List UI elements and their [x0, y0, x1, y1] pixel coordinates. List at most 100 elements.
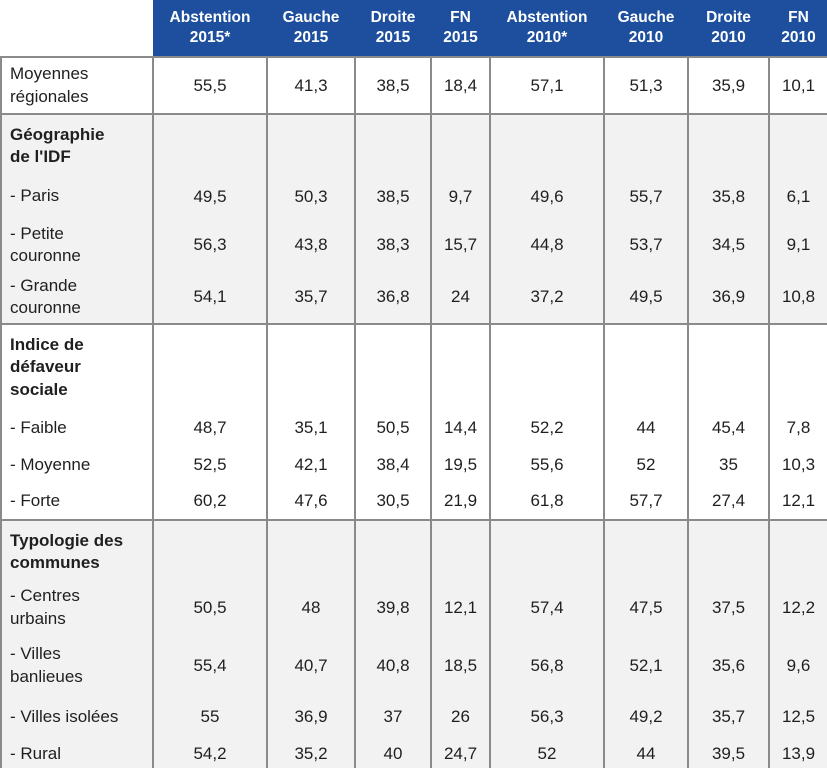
value-cell: 52: [489, 738, 604, 768]
section-title-row: Indice de défaveur sociale: [0, 323, 827, 410]
section-title: Géographie de l'IDF: [0, 113, 153, 174]
table-section: Typologie des communes - Centres urbains 5…: [0, 519, 827, 768]
value-cell: 45,4: [687, 409, 769, 447]
table-row: - Rural 54,2 35,2 40 24,7 52 44 39,5 13,9: [0, 738, 827, 768]
value-cell: 44: [603, 409, 688, 447]
value-cell: 50,5: [354, 409, 431, 447]
value-cell: 35: [687, 446, 769, 484]
value-cell: 40,7: [266, 636, 355, 695]
table-row: - Grande couronne 54,1 35,7 36,8 24 37,2 49,5 3…: [0, 271, 827, 325]
value-cell: 7,8: [768, 409, 827, 447]
value-cell: 47,5: [603, 578, 688, 637]
empty-cell: [266, 323, 355, 410]
value-cell: 10,3: [768, 446, 827, 484]
column-header: Abstention 2015*: [153, 0, 267, 57]
section-title: Typologie des communes: [0, 519, 153, 579]
empty-cell: [603, 113, 688, 174]
empty-cell: [489, 519, 604, 579]
header-row: Abstention 2015* Gauche 2015 Droite 2015 FN…: [1, 0, 827, 57]
value-cell: 51,3: [603, 56, 688, 114]
value-cell: 9,6: [768, 636, 827, 695]
value-cell: 36,9: [266, 694, 355, 739]
empty-cell: [430, 113, 490, 174]
value-cell: 9,7: [430, 174, 490, 219]
value-cell: 60,2: [152, 483, 267, 521]
column-header: FN 2010: [769, 0, 827, 57]
value-cell: 55,4: [152, 636, 267, 695]
empty-cell: [152, 323, 267, 410]
value-cell: 55,7: [603, 174, 688, 219]
value-cell: 44: [603, 738, 688, 768]
value-cell: 57,4: [489, 578, 604, 637]
value-cell: 35,7: [266, 271, 355, 325]
empty-cell: [687, 323, 769, 410]
empty-cell: [768, 323, 827, 410]
value-cell: 27,4: [687, 483, 769, 521]
value-cell: 19,5: [430, 446, 490, 484]
value-cell: 55: [152, 694, 267, 739]
table-row: - Moyenne 52,5 42,1 38,4 19,5 55,6 52 35 10,3: [0, 446, 827, 484]
value-cell: 38,3: [354, 219, 431, 272]
value-cell: 38,5: [354, 174, 431, 219]
table-corner-cell: [1, 0, 153, 57]
value-cell: 57,1: [489, 56, 604, 114]
empty-cell: [152, 519, 267, 579]
empty-cell: [354, 323, 431, 410]
empty-cell: [354, 113, 431, 174]
value-cell: 36,8: [354, 271, 431, 325]
value-cell: 38,5: [354, 56, 431, 114]
value-cell: 40,8: [354, 636, 431, 695]
value-cell: 54,2: [152, 738, 267, 768]
row-label: - Paris: [0, 174, 153, 219]
empty-cell: [603, 519, 688, 579]
value-cell: 52: [603, 446, 688, 484]
row-label: - Villes banlieues: [0, 636, 153, 695]
value-cell: 10,8: [768, 271, 827, 325]
row-label: - Moyenne: [0, 446, 153, 484]
value-cell: 52,5: [152, 446, 267, 484]
empty-cell: [768, 519, 827, 579]
value-cell: 61,8: [489, 483, 604, 521]
value-cell: 52,2: [489, 409, 604, 447]
value-cell: 35,7: [687, 694, 769, 739]
value-cell: 36,9: [687, 271, 769, 325]
empty-cell: [489, 323, 604, 410]
empty-cell: [430, 323, 490, 410]
value-cell: 35,8: [687, 174, 769, 219]
table-row: - Paris 49,5 50,3 38,5 9,7 49,6 55,7 35,8 6,1: [0, 174, 827, 219]
row-label: - Centres urbains: [0, 578, 153, 637]
empty-cell: [266, 519, 355, 579]
value-cell: 50,3: [266, 174, 355, 219]
row-label: - Petite couronne: [0, 219, 153, 272]
table-row: - Villes banlieues 55,4 40,7 40,8 18,5 56,8 52…: [0, 636, 827, 695]
value-cell: 39,8: [354, 578, 431, 637]
value-cell: 35,1: [266, 409, 355, 447]
table-row: - Centres urbains 50,5 48 39,8 12,1 57,4 47,5 3…: [0, 578, 827, 637]
empty-cell: [266, 113, 355, 174]
value-cell: 24,7: [430, 738, 490, 768]
value-cell: 10,1: [768, 56, 827, 114]
value-cell: 53,7: [603, 219, 688, 272]
table-row: - Forte 60,2 47,6 30,5 21,9 61,8 57,7 27,4 12,1: [0, 483, 827, 521]
value-cell: 37,2: [489, 271, 604, 325]
column-header: Gauche 2010: [604, 0, 688, 57]
value-cell: 49,5: [152, 174, 267, 219]
value-cell: 49,6: [489, 174, 604, 219]
value-cell: 55,6: [489, 446, 604, 484]
column-header: Abstention 2010*: [490, 0, 604, 57]
column-header: FN 2015: [431, 0, 490, 57]
value-cell: 12,2: [768, 578, 827, 637]
value-cell: 26: [430, 694, 490, 739]
section-title: Indice de défaveur sociale: [0, 323, 153, 410]
value-cell: 49,2: [603, 694, 688, 739]
value-cell: 49,5: [603, 271, 688, 325]
value-cell: 34,5: [687, 219, 769, 272]
empty-cell: [687, 519, 769, 579]
empty-cell: [354, 519, 431, 579]
value-cell: 18,4: [430, 56, 490, 114]
value-cell: 48,7: [152, 409, 267, 447]
table-section: Géographie de l'IDF - Paris 49,5 50,3 38,5 9,…: [0, 113, 827, 325]
value-cell: 56,8: [489, 636, 604, 695]
